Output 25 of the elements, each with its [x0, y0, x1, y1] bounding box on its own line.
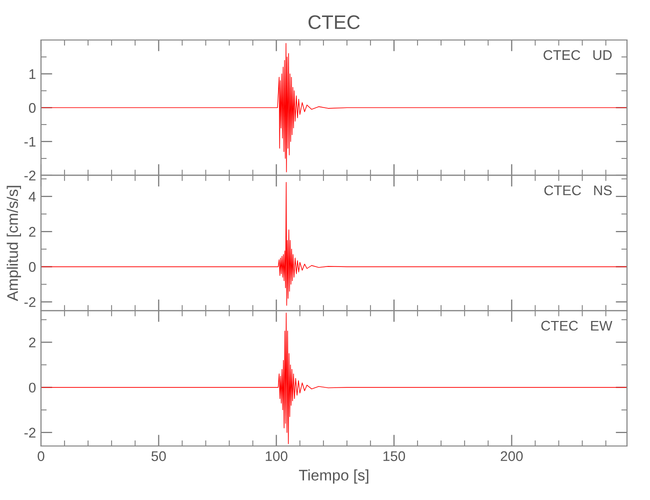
y-tick-label: 0 — [28, 262, 36, 272]
y-tick-label: -1 — [24, 136, 36, 147]
line-series — [41, 43, 627, 172]
y-tick-label: 1 — [29, 69, 36, 79]
y-axis-title: Amplitud [cm/s/s] — [6, 186, 22, 302]
y-tick-label: 2 — [29, 226, 36, 237]
y-tick-label: -2 — [24, 297, 36, 307]
y-tick-label: 0 — [28, 103, 36, 113]
x-tick-label: 150 — [383, 451, 406, 462]
annotation: CTEC UD — [544, 50, 612, 60]
y-tick-label: -2 — [24, 170, 36, 180]
y-tick-label: 0 — [28, 382, 36, 393]
y-tick-label: 4 — [28, 192, 36, 202]
x-tick-label: 50 — [152, 451, 166, 462]
annotation: CTEC NS — [544, 185, 612, 196]
y-tick-label: 2 — [29, 338, 36, 348]
x-tick-label: 200 — [500, 451, 523, 462]
line-series — [41, 312, 627, 444]
x-tick-label: 100 — [266, 451, 288, 462]
x-axis-title: Tiempo [s] — [298, 469, 368, 484]
x-tick-label: 0 — [38, 451, 44, 462]
line-series — [41, 182, 627, 306]
annotation: CTEC EW — [541, 320, 612, 331]
y-tick-label: -2 — [24, 428, 36, 438]
chart-title: CTEC — [308, 15, 360, 30]
